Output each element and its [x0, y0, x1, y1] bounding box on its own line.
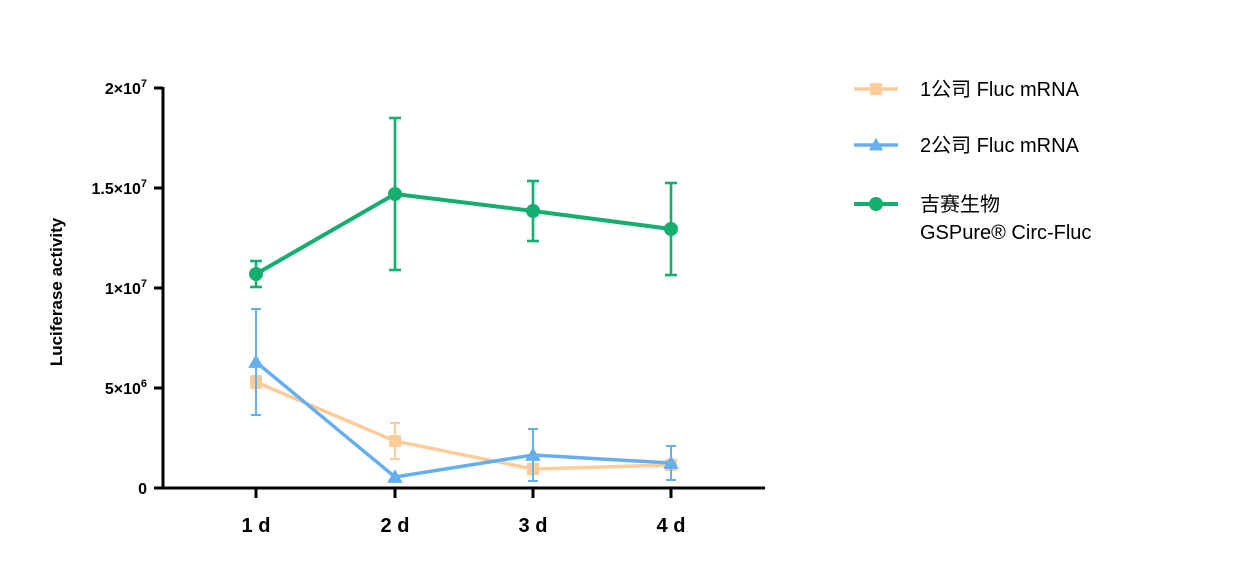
data-point-square — [870, 83, 882, 95]
x-tick-label: 4 d — [657, 515, 686, 537]
y-tick-label: 1×107 — [105, 278, 147, 298]
x-tick-label: 2 d — [381, 515, 410, 537]
series-line — [254, 360, 672, 479]
series-3 — [249, 116, 678, 289]
legend-label: 吉赛生物 — [920, 193, 1000, 216]
y-tick-label: 2×107 — [105, 78, 147, 98]
legend-label-line2: GSPure® Circ-Fluc — [920, 222, 1091, 244]
series-2 — [248, 308, 679, 483]
data-point-triangle — [248, 354, 264, 368]
y-tick-label: 5×106 — [105, 378, 147, 398]
legend-label: 2公司 Fluc mRNA — [920, 135, 1080, 157]
y-axis-label: Luciferase activity — [47, 217, 66, 366]
y-tick-label: 0 — [138, 481, 147, 498]
x-tick-label: 3 d — [519, 515, 548, 537]
series-layer — [248, 116, 679, 483]
data-point-circle — [388, 187, 402, 201]
x-tick-label: 1 d — [242, 515, 271, 537]
legend-item-3: 吉赛生物 GSPure® Circ-Fluc — [854, 193, 1091, 244]
data-point-triangle — [868, 137, 884, 151]
axes: 0 5×106 1×107 1.5×107 2×107 1 d 2 d 3 d 4 d — [91, 78, 765, 537]
legend-label: 1公司 Fluc mRNA — [920, 79, 1080, 101]
legend: 1公司 Fluc mRNA 2公司 Fluc mRNA 吉赛生物 GSPure® Ci… — [854, 79, 1091, 244]
series-line — [255, 192, 672, 276]
data-point-triangle — [525, 447, 541, 461]
data-point-circle — [249, 267, 263, 281]
legend-item-1: 1公司 Fluc mRNA — [854, 79, 1080, 101]
data-point-circle — [869, 197, 883, 211]
legend-item-2: 2公司 Fluc mRNA — [854, 135, 1080, 157]
data-point-square — [389, 435, 401, 447]
series-line — [255, 380, 672, 471]
data-point-triangle — [663, 455, 679, 469]
data-point-triangle — [387, 469, 403, 483]
y-tick-label: 1.5×107 — [91, 178, 147, 198]
data-point-circle — [526, 204, 540, 218]
data-point-circle — [664, 222, 678, 236]
